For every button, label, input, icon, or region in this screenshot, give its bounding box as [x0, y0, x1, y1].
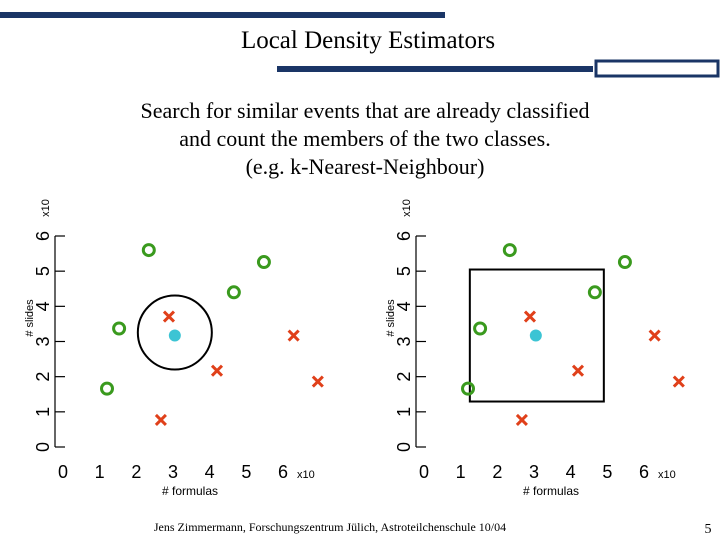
x-tick-label: 5 — [602, 462, 612, 482]
y-tick-label: 6 — [394, 231, 414, 241]
y-axis-label: # slides — [385, 299, 397, 337]
point — [587, 285, 602, 300]
point — [617, 255, 632, 270]
point — [515, 413, 528, 426]
x-axis-label: # formulas — [162, 484, 218, 498]
y-tick-label: 2 — [394, 372, 414, 382]
point — [571, 364, 585, 377]
x-tick-label: 4 — [205, 462, 215, 482]
point — [311, 375, 324, 388]
subtitle-line: Search for similar events that are alrea… — [141, 98, 590, 123]
header-box — [594, 59, 720, 78]
header-bar — [277, 66, 593, 72]
y-tick-label: 5 — [394, 266, 414, 276]
footer: Jens Zimmermann, Forschungszentrum Jülic… — [154, 520, 506, 534]
x-tick-label: 2 — [131, 462, 141, 482]
point — [141, 243, 156, 258]
point — [461, 381, 475, 396]
y-tick-label: 1 — [33, 407, 53, 417]
point — [100, 381, 114, 396]
y-axis-label: # slides — [24, 299, 36, 337]
x-tick-label: 3 — [529, 462, 539, 482]
point — [523, 310, 537, 323]
point — [226, 285, 241, 300]
point — [287, 329, 300, 342]
point — [162, 310, 176, 323]
x-tick-label: 6 — [639, 462, 649, 482]
x-tick-label: 5 — [241, 462, 251, 482]
y-multiplier: x10 — [40, 199, 52, 217]
x-multiplier: x10 — [658, 469, 676, 481]
y-tick-label: 2 — [33, 372, 53, 382]
y-multiplier: x10 — [401, 199, 413, 217]
y-tick-label: 4 — [33, 301, 53, 311]
x-tick-label: 1 — [456, 462, 466, 482]
point — [502, 243, 517, 258]
x-tick-label: 0 — [58, 462, 68, 482]
x-tick-label: 6 — [278, 462, 288, 482]
slide-title: Local Density Estimators — [241, 27, 495, 54]
y-tick-label: 0 — [33, 442, 53, 452]
x-axis-label: # formulas — [523, 484, 579, 498]
page-number: 5 — [705, 522, 712, 537]
y-tick-label: 0 — [394, 442, 414, 452]
x-tick-label: 3 — [168, 462, 178, 482]
y-tick-label: 4 — [394, 301, 414, 311]
x-tick-label: 1 — [95, 462, 105, 482]
point — [112, 321, 127, 336]
y-tick-label: 3 — [394, 336, 414, 346]
subtitle-line: (e.g. k-Nearest-Neighbour) — [246, 154, 485, 179]
point — [648, 329, 661, 342]
header-bar — [0, 12, 445, 18]
query-point — [529, 329, 542, 342]
x-tick-label: 2 — [492, 462, 502, 482]
neighbour-region — [468, 268, 605, 403]
query-point — [168, 329, 181, 342]
point — [256, 255, 271, 270]
point — [154, 413, 167, 426]
y-tick-label: 6 — [33, 231, 53, 241]
y-tick-label: 1 — [394, 407, 414, 417]
subtitle-line: and count the members of the two classes… — [179, 126, 550, 151]
x-tick-label: 0 — [419, 462, 429, 482]
y-tick-label: 5 — [33, 266, 53, 276]
x-tick-label: 4 — [566, 462, 576, 482]
x-multiplier: x10 — [297, 469, 315, 481]
neighbour-region — [136, 294, 213, 371]
point — [672, 375, 685, 388]
y-tick-label: 3 — [33, 336, 53, 346]
point — [210, 364, 224, 377]
point — [473, 321, 488, 336]
